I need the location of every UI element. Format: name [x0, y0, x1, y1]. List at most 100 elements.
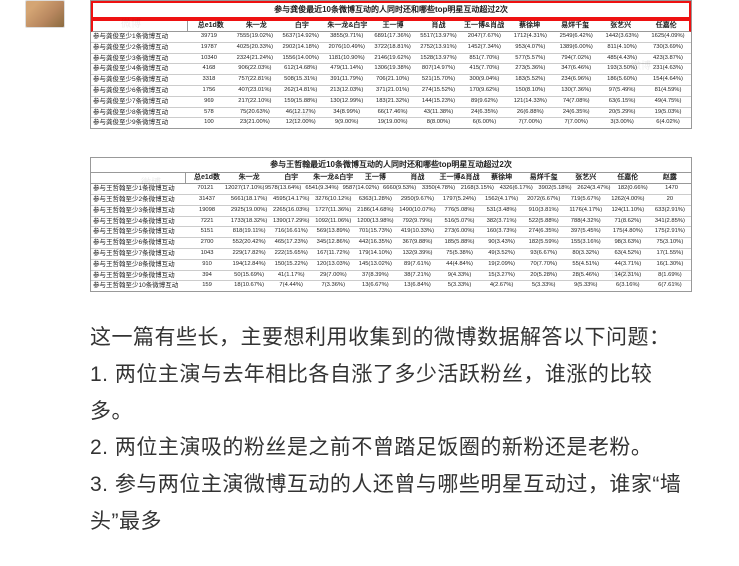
column-header: 王一博&肖战 [461, 21, 507, 31]
data-cell: 1306(19.38%) [370, 64, 416, 74]
data-cell: 193(3.50%) [599, 64, 645, 74]
column-header: 张艺兴 [565, 173, 607, 183]
data-cell: 633(2.91%) [649, 206, 691, 216]
data-cell: 730(3.69%) [645, 43, 691, 53]
data-cell: 75(20.63%) [232, 108, 278, 118]
row-cells: 1043229(17.82%)222(15.65%)167(11.72%)179… [186, 249, 691, 259]
table-row: 参与王哲翰至少10条微博互动15918(10.67%)7(4.44%)7(3.3… [91, 281, 691, 291]
data-cell: 213(12.03%) [324, 86, 370, 96]
data-cell: 776(5.08%) [438, 206, 480, 216]
column-header: 总e1d数 [188, 21, 234, 31]
column-header: 赵露 [649, 173, 691, 183]
data-cell: 508(15.31%) [278, 75, 324, 85]
question-2: 2. 两位主演吸的粉丝是之前不曾踏足饭圈的新粉还是老粉。 [90, 430, 692, 467]
data-cell: 4168 [186, 64, 232, 74]
table-row: 参与王哲翰至少1条微博互动7012112027(17.10%)9578(13.6… [91, 184, 691, 195]
data-cell: 1797(5.24%) [438, 195, 480, 205]
data-cell: 29(7.00%) [312, 271, 354, 281]
data-cell: 274(6.35%) [523, 227, 565, 237]
data-cell: 150(15.22%) [270, 260, 312, 270]
data-cell: 229(17.82%) [228, 249, 270, 259]
data-cell: 3276(10.12%) [312, 195, 354, 205]
data-cell: 2925(19.00%) [228, 206, 270, 216]
data-cell: 222(15.65%) [270, 249, 312, 259]
data-cell: 179(14.10%) [354, 249, 396, 259]
data-cell: 55(4.51%) [565, 260, 607, 270]
data-cell: 1176(4.17%) [565, 206, 607, 216]
data-cell: 234(6.96%) [553, 75, 599, 85]
data-cell: 13(6.84%) [396, 281, 438, 291]
data-cell: 75(5.38%) [438, 249, 480, 259]
data-cell: 89(9.62%) [461, 97, 507, 107]
column-header: 白宇 [270, 173, 312, 183]
row-label: 参与王哲翰至少6条微博互动 [91, 238, 186, 248]
row-label: 参与王哲翰至少2条微博互动 [91, 195, 186, 205]
data-cell: 34(8.99%) [324, 108, 370, 118]
data-cell: 1262(4.00%) [607, 195, 649, 205]
row-cells: 39450(15.69%)41(1.17%)29(7.00%)37(8.39%)… [186, 271, 691, 281]
data-cell: 6(4.02%) [645, 118, 691, 128]
data-cell: 2168(3.15%) [458, 184, 497, 194]
data-cell: 155(3.16%) [565, 238, 607, 248]
data-cell: 19(5.03%) [645, 108, 691, 118]
table-body: 参与王哲翰至少1条微博互动7012112027(17.10%)9578(13.6… [91, 184, 691, 291]
row-cells: 103402324(21.24%)1556(14.00%)1181(10.90%… [186, 54, 691, 64]
interaction-table-1: 微博 微博 微博 参与龚俊最近10条微博互动的人同时还和哪些top明星互动超过2… [90, 0, 692, 129]
data-cell: 367(9.88%) [396, 238, 438, 248]
data-cell: 8(1.69%) [649, 271, 691, 281]
data-cell: 5(3.33%) [438, 281, 480, 291]
data-cell: 382(3.71%) [481, 217, 523, 227]
data-cell: 6(3.16%) [607, 281, 649, 291]
data-cell: 167(11.72%) [312, 249, 354, 259]
data-cell: 159(15.88%) [278, 97, 324, 107]
row-cells: 969217(22.10%)159(15.88%)130(12.99%)183(… [186, 97, 691, 107]
data-cell: 701(15.73%) [354, 227, 396, 237]
data-cell: 19(2.09%) [481, 260, 523, 270]
table-row: 参与王哲翰至少3条微博互动190982925(19.00%)2265(16.03… [91, 206, 691, 217]
data-cell: 2549(6.42%) [553, 32, 599, 42]
data-cell: 9578(13.64%) [264, 184, 303, 194]
data-cell: 185(5.88%) [438, 238, 480, 248]
data-cell: 98(3.63%) [607, 238, 649, 248]
table-row: 参与龚俊至少1条微博互动397197555(19.02%)5637(14.92%… [91, 32, 691, 43]
header-cells: 总e1d数朱一龙白宇朱一龙&白宇王一博肖战王一博&肖战蔡徐坤易烊千玺张艺兴任嘉伦… [186, 173, 691, 183]
data-cell: 300(9.04%) [461, 75, 507, 85]
data-cell: 6(7.61%) [649, 281, 691, 291]
table-row: 参与龚俊至少3条微博互动103402324(21.24%)1556(14.00%… [91, 54, 691, 65]
data-cell: 14(2.31%) [607, 271, 649, 281]
data-cell: 407(23.01%) [232, 86, 278, 96]
data-cell: 552(20.42%) [228, 238, 270, 248]
data-cell: 5151 [186, 227, 228, 237]
data-cell: 231(4.63%) [645, 64, 691, 74]
row-cells: 10023(21.00%)12(12.00%)9(9.00%)19(19.00%… [186, 118, 691, 128]
data-cell: 2265(16.03%) [270, 206, 312, 216]
table-row: 参与王哲翰至少7条微博互动1043229(17.82%)222(15.65%)1… [91, 249, 691, 260]
data-cell: 1712(4.31%) [507, 32, 553, 42]
data-cell: 44(4.84%) [438, 260, 480, 270]
data-cell: 13(6.67%) [354, 281, 396, 291]
data-cell: 7(3.36%) [312, 281, 354, 291]
column-header: 朱一龙&白宇 [312, 173, 354, 183]
data-cell: 1625(4.09%) [645, 32, 691, 42]
data-cell: 811(4.10%) [599, 43, 645, 53]
data-cell: 341(2.85%) [649, 217, 691, 227]
data-cell: 44(3.71%) [607, 260, 649, 270]
data-cell: 1181(10.90%) [324, 54, 370, 64]
row-label: 参与龚俊至少3条微博互动 [91, 54, 186, 64]
data-cell: 2146(19.62%) [370, 54, 416, 64]
row-label: 参与龚俊至少9条微博互动 [91, 118, 186, 128]
data-cell: 90(3.43%) [481, 238, 523, 248]
data-cell: 26(6.88%) [507, 108, 553, 118]
data-cell: 612(14.68%) [278, 64, 324, 74]
data-cell: 100 [186, 118, 232, 128]
data-cell: 485(4.43%) [599, 54, 645, 64]
data-cell: 39719 [186, 32, 232, 42]
data-cell: 182(5.59%) [523, 238, 565, 248]
data-cell: 183(21.32%) [370, 97, 416, 107]
data-cell: 1390(17.29%) [270, 217, 312, 227]
row-cells: 4168906(22.03%)612(14.68%)479(11.14%)130… [186, 64, 691, 74]
data-cell: 2076(10.49%) [324, 43, 370, 53]
row-label: 参与王哲翰至少9条微博互动 [91, 271, 186, 281]
column-header: 王一博 [354, 173, 396, 183]
table-row: 参与龚俊至少5条微博互动3318757(22.81%)508(15.31%)39… [91, 75, 691, 86]
